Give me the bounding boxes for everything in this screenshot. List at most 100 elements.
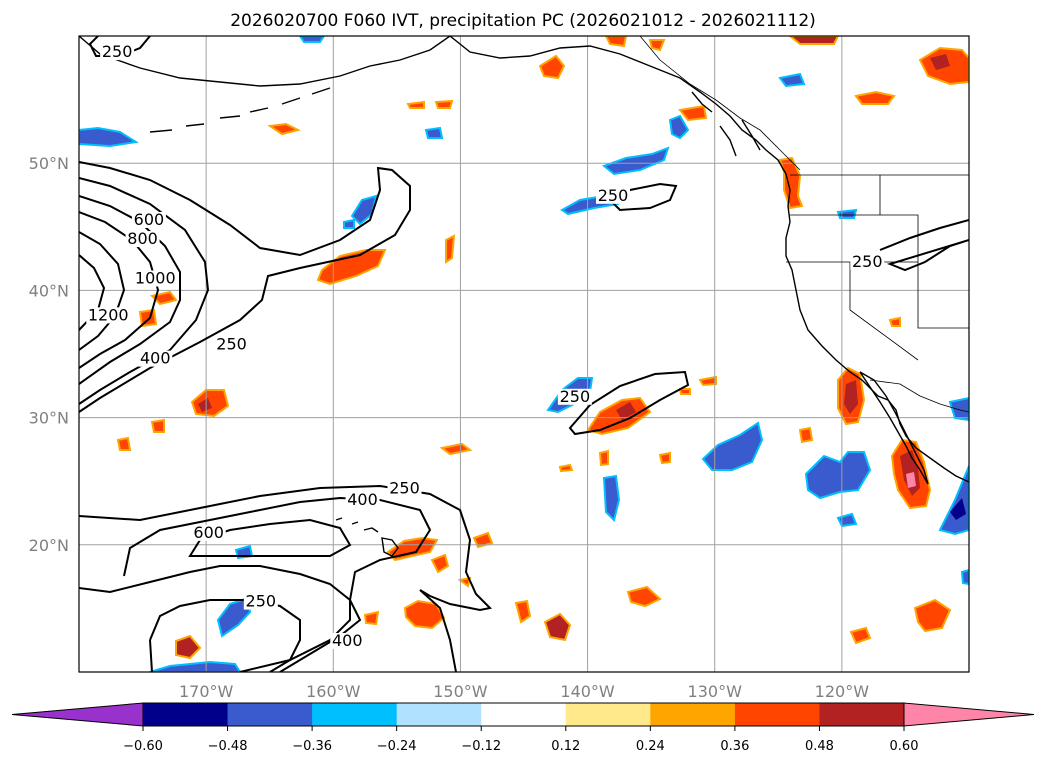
ivt-contour-1000 bbox=[79, 231, 126, 351]
coastline-baja bbox=[859, 371, 929, 485]
map-panel: 2506008001000120040025025025025025040060… bbox=[79, 36, 969, 672]
ivt-contour-label: 800 bbox=[127, 229, 158, 248]
ivt-contour-800 bbox=[79, 211, 160, 369]
border-us-mexico bbox=[869, 379, 969, 413]
precip-patch bbox=[950, 498, 966, 520]
precip-patch bbox=[267, 122, 301, 136]
precip-patch bbox=[558, 463, 574, 473]
precip-patch bbox=[149, 660, 242, 672]
precip-patch bbox=[439, 442, 473, 456]
coastline-islands-bc bbox=[691, 91, 761, 157]
lon-tick-label: 130°W bbox=[688, 682, 743, 701]
ivt-label-background bbox=[125, 231, 160, 248]
precip-patch bbox=[116, 436, 132, 451]
precip-patch bbox=[79, 126, 139, 148]
precip-patch bbox=[598, 449, 609, 467]
ivt-contour-label: 1000 bbox=[135, 268, 176, 287]
precip-patch bbox=[602, 474, 621, 522]
ivt-contour-label: 250 bbox=[216, 335, 247, 354]
colorbar-tick-label: −0.36 bbox=[292, 739, 332, 754]
precip-patch bbox=[343, 218, 355, 229]
precip-patch bbox=[445, 234, 456, 264]
precip-patch bbox=[930, 54, 950, 70]
coastline-aleutians bbox=[149, 87, 331, 133]
precip-patch bbox=[601, 146, 670, 176]
precip-patch bbox=[938, 465, 969, 536]
precip-patch bbox=[948, 396, 969, 422]
colorbar: −0.60 −0.48 −0.36 −0.24 −0.12 0.12 0.24 0.36 0.4… bbox=[11, 702, 1035, 754]
lon-tick-label: 160°W bbox=[306, 682, 361, 701]
ivt-contour-400 bbox=[123, 496, 432, 672]
ivt-contour-labels: 2506008001000120040025025025025025040060… bbox=[86, 42, 885, 650]
precip-patch bbox=[668, 114, 690, 140]
ivt-contour-label: 250 bbox=[852, 252, 883, 271]
colorbar-segment bbox=[396, 703, 482, 726]
ivt-contour-label: 400 bbox=[332, 631, 363, 650]
colorbar-tick-label: −0.60 bbox=[123, 739, 163, 754]
colorbar-tick-label: 0.12 bbox=[551, 739, 580, 754]
map-frame bbox=[78, 35, 970, 673]
ivt-label-background bbox=[138, 350, 173, 367]
precip-patch bbox=[424, 126, 444, 139]
ivt-label-background bbox=[557, 388, 592, 405]
precip-patch bbox=[216, 596, 252, 638]
colorbar-segment bbox=[819, 703, 905, 726]
ivt-label-background bbox=[345, 491, 380, 508]
precip-patch bbox=[198, 398, 212, 412]
map-background bbox=[79, 36, 969, 672]
precip-patch bbox=[698, 375, 717, 387]
precip-shading bbox=[79, 36, 969, 672]
lat-tick-labels: 50°N 40°N 30°N 20°N bbox=[29, 154, 69, 555]
precip-patch bbox=[913, 598, 952, 633]
precip-patch bbox=[778, 156, 804, 210]
ivt-contour-label: 600 bbox=[193, 523, 224, 542]
ivt-contour-label: 400 bbox=[347, 490, 378, 509]
precip-patch bbox=[316, 249, 387, 286]
ivt-contour-label: 250 bbox=[560, 387, 591, 406]
ivt-contour-label: 600 bbox=[134, 210, 165, 229]
precip-patch bbox=[298, 36, 326, 43]
precip-patch bbox=[836, 208, 858, 219]
coastlines bbox=[79, 36, 969, 557]
precip-patch bbox=[854, 90, 896, 105]
precip-patch bbox=[849, 626, 872, 645]
colorbar-tick-label: 0.36 bbox=[720, 739, 749, 754]
ivt-contour-250 bbox=[879, 219, 969, 272]
ivt-label-background bbox=[596, 187, 630, 204]
lat-tick-label: 40°N bbox=[29, 281, 69, 300]
ivt-contour-400 bbox=[79, 177, 210, 405]
ivt-contour-label: 250 bbox=[598, 186, 629, 205]
graticule bbox=[79, 36, 969, 672]
colorbar-segment bbox=[565, 703, 651, 726]
lon-tick-label: 120°W bbox=[815, 682, 870, 701]
colorbar-outline bbox=[142, 702, 905, 727]
precip-patch bbox=[403, 599, 446, 630]
precip-patch bbox=[434, 99, 454, 109]
lon-tick-labels: 170°W 160°W 150°W 140°W 130°W 120°W bbox=[179, 682, 869, 701]
colorbar-tick-label: 0.48 bbox=[805, 739, 834, 754]
colorbar-tick-label: −0.12 bbox=[461, 739, 501, 754]
ivt-contours bbox=[79, 36, 969, 672]
lat-tick-label: 50°N bbox=[29, 154, 69, 173]
ivt-label-background bbox=[131, 211, 166, 228]
colorbar-tick-label: −0.24 bbox=[377, 739, 417, 754]
coastline-hawaii bbox=[335, 517, 399, 557]
lon-tick-label: 150°W bbox=[433, 682, 488, 701]
precip-patch bbox=[616, 402, 636, 420]
lon-tick-label: 140°W bbox=[560, 682, 615, 701]
precip-patch bbox=[701, 421, 764, 471]
border-alaska-canada bbox=[639, 36, 801, 171]
precip-patch bbox=[472, 531, 494, 549]
colorbar-tick-label: −0.48 bbox=[208, 739, 248, 754]
ivt-contour-250 bbox=[79, 161, 411, 413]
ivt-label-background bbox=[86, 307, 131, 324]
ivt-contour-label: 1200 bbox=[88, 305, 129, 324]
colorbar-tick-label: 0.24 bbox=[636, 739, 665, 754]
precip-patch bbox=[836, 512, 858, 528]
precip-patch bbox=[648, 39, 666, 52]
precip-patch bbox=[150, 418, 165, 433]
ivt-label-background bbox=[133, 270, 178, 287]
precip-patch bbox=[678, 388, 691, 395]
colorbar-tick-label: 0.60 bbox=[890, 739, 919, 754]
precip-patch bbox=[798, 426, 814, 444]
